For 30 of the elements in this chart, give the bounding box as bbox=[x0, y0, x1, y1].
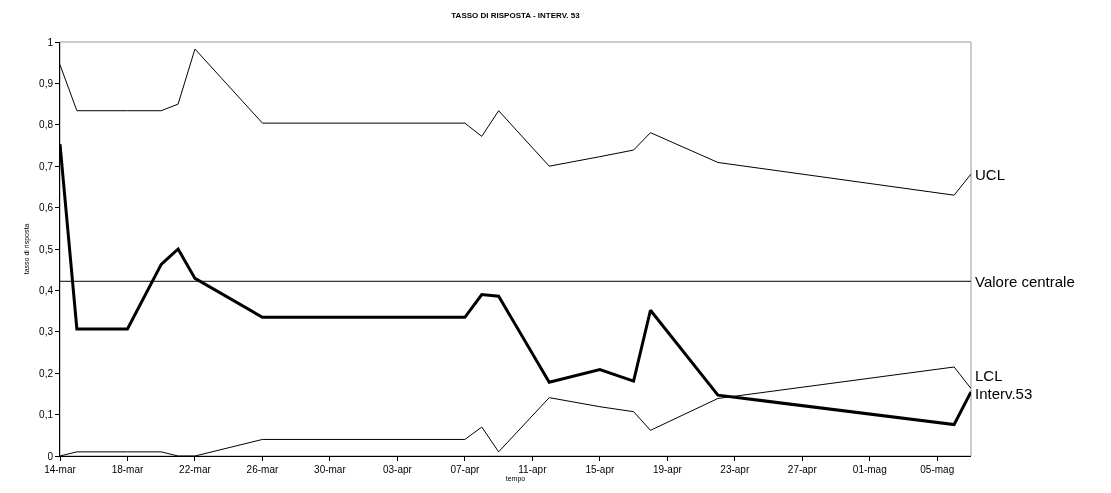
x-tick-label: 05-mag bbox=[920, 464, 955, 475]
series-label: LCL bbox=[975, 367, 1003, 384]
x-tick-label: 11-apr bbox=[518, 464, 548, 475]
y-tick-label: 0,4 bbox=[39, 284, 54, 296]
x-tick-label: 14-mar bbox=[44, 464, 77, 475]
ref-line-label: Valore centrale bbox=[975, 273, 1075, 290]
x-tick-label: 07-apr bbox=[450, 464, 481, 475]
y-tick-label: 0 bbox=[47, 450, 54, 462]
y-tick-label: 0,6 bbox=[39, 202, 54, 214]
x-tick-label: 19-apr bbox=[652, 464, 683, 475]
x-tick-label: 03-apr bbox=[382, 464, 413, 475]
x-tick-label: 26-mar bbox=[246, 464, 279, 475]
series-label: Interv.53 bbox=[975, 385, 1033, 402]
x-tick-label: 15-apr bbox=[585, 464, 615, 475]
x-tick-label: 23-apr bbox=[720, 464, 750, 475]
y-tick-label: 0,9 bbox=[39, 77, 54, 89]
y-tick-label: 0,5 bbox=[39, 243, 54, 255]
y-tick-label: 0,8 bbox=[39, 119, 54, 131]
x-tick-label: 18-mar bbox=[111, 464, 144, 475]
series-label: UCL bbox=[975, 166, 1006, 183]
x-tick-label: 22-mar bbox=[179, 464, 212, 475]
y-tick-label: 1 bbox=[47, 36, 54, 48]
x-tick-label: 27-apr bbox=[787, 464, 818, 475]
y-tick-label: 0,3 bbox=[39, 326, 54, 338]
y-tick-label: 0,7 bbox=[39, 160, 54, 172]
y-tick-label: 0,1 bbox=[39, 409, 54, 421]
y-tick-label: 0,2 bbox=[39, 367, 54, 379]
x-tick-label: 30-mar bbox=[314, 464, 347, 475]
chart-title: TASSO DI RISPOSTA - INTERV. 53 bbox=[451, 10, 581, 20]
x-tick-label: 01-mag bbox=[852, 464, 887, 475]
